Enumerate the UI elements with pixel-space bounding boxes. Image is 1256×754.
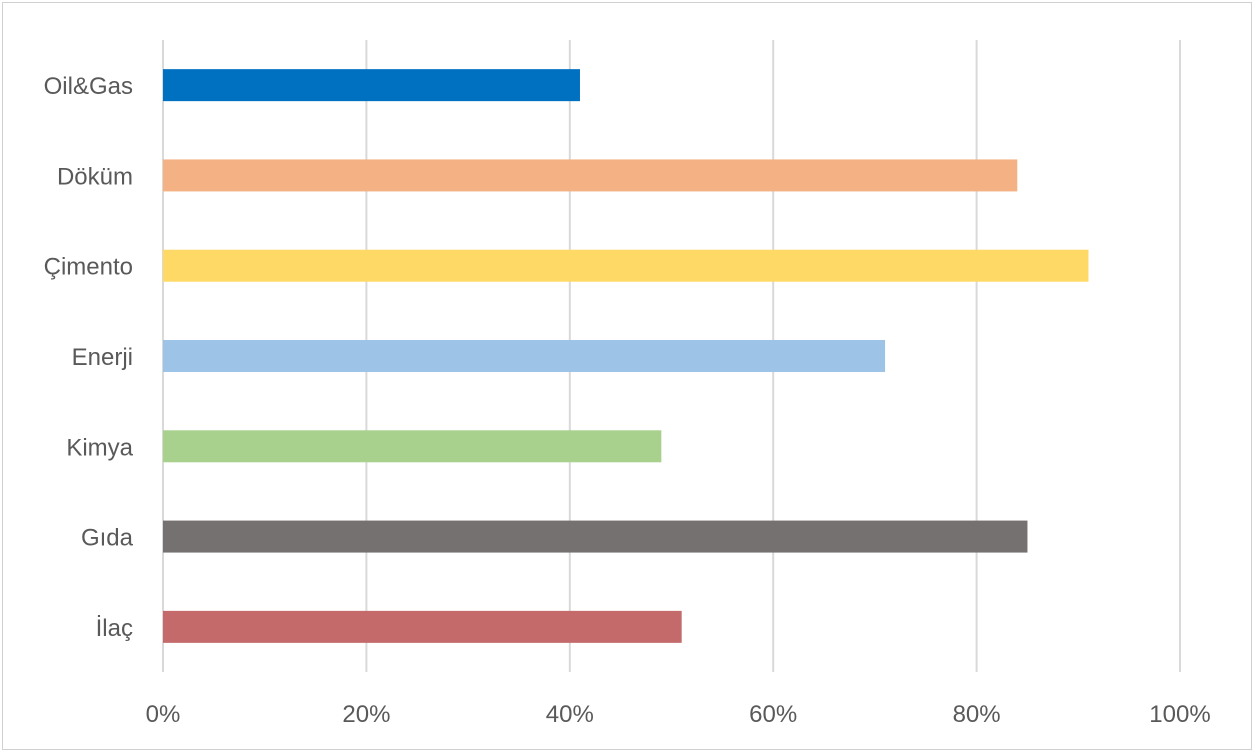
category-labels: Oil&Gas Döküm Çimento Enerji Kimya Gıda İlaç (44, 73, 134, 642)
category-label: Oil&Gas (44, 73, 133, 100)
bar (163, 430, 662, 463)
x-tick-label: 20% (342, 701, 390, 728)
bar (163, 249, 1089, 282)
x-tick-labels: 0% 20% 40% 60% 80% 100% (146, 701, 1211, 728)
bar (163, 159, 1018, 192)
category-label: Gıda (81, 525, 134, 552)
category-label: Çimento (44, 254, 133, 281)
bar (163, 69, 580, 102)
bar (163, 610, 682, 643)
x-tick-label: 100% (1149, 701, 1210, 728)
bar (163, 520, 1028, 553)
bars (163, 69, 1089, 643)
gridlines (162, 40, 1181, 672)
x-tick-label: 40% (546, 701, 594, 728)
category-label: Döküm (57, 163, 133, 190)
category-label: İlaç (96, 615, 133, 642)
bar (163, 340, 886, 372)
category-label: Kimya (66, 434, 133, 461)
x-tick-label: 80% (953, 701, 1001, 728)
category-label: Enerji (72, 344, 133, 371)
x-tick-label: 60% (749, 701, 797, 728)
x-tick-label: 0% (146, 701, 181, 728)
